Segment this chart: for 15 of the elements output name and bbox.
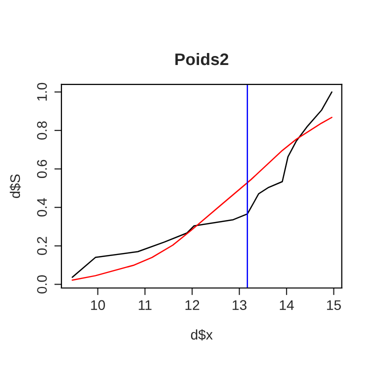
x-tick-label: 11 bbox=[138, 300, 152, 310]
x-tick-label: 14 bbox=[280, 300, 294, 310]
y-tick-label: 0.6 bbox=[37, 160, 47, 178]
x-tick-label: 10 bbox=[91, 300, 105, 310]
x-tick-label: 13 bbox=[232, 300, 246, 310]
y-tick-label: 0.8 bbox=[37, 121, 47, 140]
y-tick-label: 0.4 bbox=[37, 198, 47, 217]
chart-title: Poids2 bbox=[175, 52, 228, 66]
x-axis-title: d$x bbox=[190, 329, 213, 340]
y-tick-label: 1.0 bbox=[37, 82, 47, 101]
y-axis-title: d$S bbox=[10, 174, 21, 198]
y-tick-label: 0.0 bbox=[37, 275, 47, 294]
x-tick-label: 15 bbox=[327, 300, 341, 310]
y-tick-label: 0.2 bbox=[37, 236, 47, 255]
x-tick-label: 12 bbox=[185, 300, 200, 310]
